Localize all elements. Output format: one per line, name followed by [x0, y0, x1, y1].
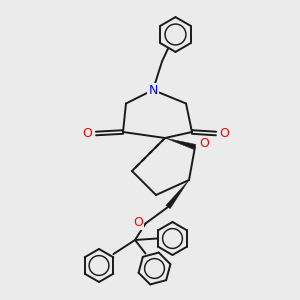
Text: N: N	[148, 83, 158, 97]
Text: O: O	[133, 216, 143, 230]
Text: O: O	[83, 127, 92, 140]
Text: O: O	[220, 127, 229, 140]
Polygon shape	[165, 138, 196, 150]
Text: O: O	[200, 137, 209, 150]
Polygon shape	[166, 180, 189, 209]
